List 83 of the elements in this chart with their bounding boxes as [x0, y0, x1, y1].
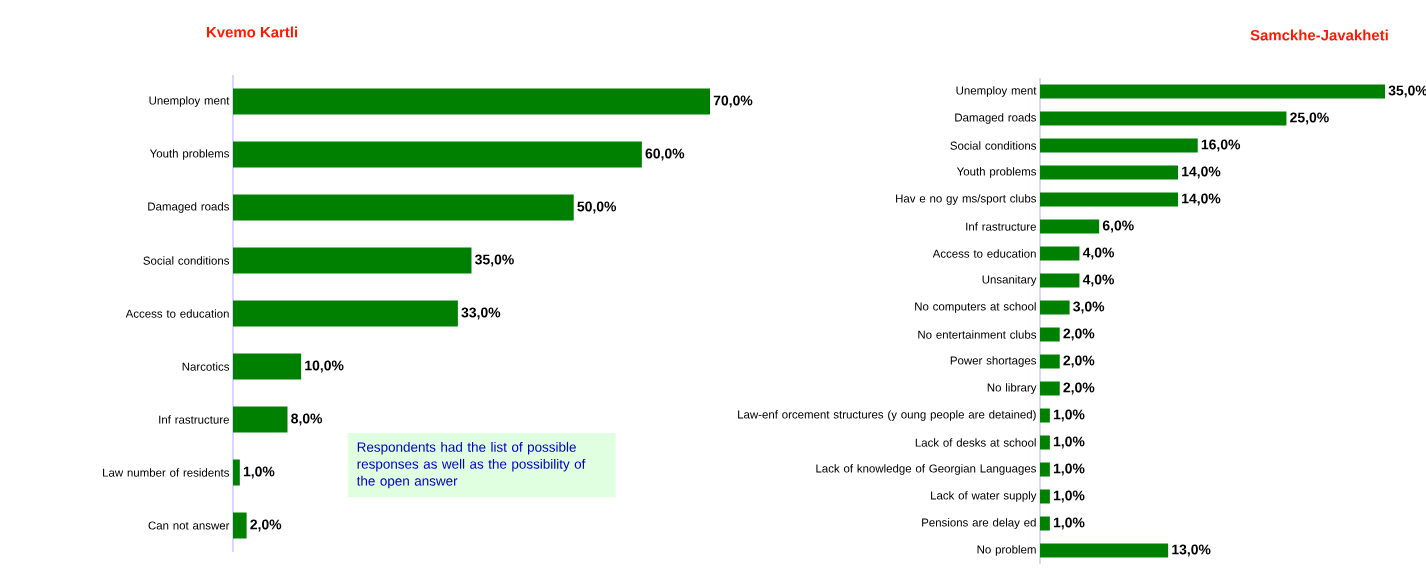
bar	[233, 512, 247, 539]
bar	[1040, 300, 1070, 315]
data-label: 3,0%	[1073, 301, 1105, 314]
annotation: Respondents had the list of possible responses as well as the possibility of the open answer	[356, 441, 586, 489]
data-label: 2,0%	[250, 519, 282, 532]
bar	[233, 353, 302, 380]
data-label: 4,0%	[1082, 274, 1115, 287]
bar	[1040, 408, 1050, 423]
bar	[233, 141, 642, 168]
y-tick-label: Social conditions	[143, 256, 230, 265]
bar	[1040, 138, 1198, 153]
chart-title: Samckhe-Javakheti	[1250, 29, 1388, 41]
y-tick-label: Access to education	[932, 249, 1036, 258]
bar	[1040, 489, 1050, 504]
chart-title: Kvemo Kartli	[206, 26, 298, 38]
y-tick-label: Access to education	[125, 309, 229, 318]
y-tick-label: Hav e no gy ms/sport clubs	[896, 194, 1037, 205]
y-tick-label: Narcotics	[182, 362, 230, 371]
y-tick-label: No computers at school	[915, 302, 1036, 313]
data-label: 1,0%	[243, 466, 275, 479]
bar	[233, 300, 458, 327]
y-tick-label: Unemploy ment	[149, 96, 230, 107]
bar	[1040, 354, 1060, 369]
bar	[1040, 246, 1080, 261]
bar	[1040, 219, 1100, 234]
bar	[1040, 462, 1050, 477]
y-tick-label: Youth problems	[149, 149, 230, 160]
y-tick-label: Youth problems	[956, 167, 1037, 178]
data-label: 10,0%	[305, 360, 344, 373]
data-label: 13,0%	[1172, 544, 1211, 557]
bar	[1040, 111, 1287, 126]
bar	[233, 194, 574, 221]
data-label: 1,0%	[1053, 409, 1085, 422]
bar	[1040, 84, 1386, 99]
y-tick-label: No entertainment clubs	[918, 330, 1037, 339]
y-tick-label: Law-enf orcement structures (y oung people are detained)	[738, 410, 1036, 421]
y-tick-label: No library	[987, 383, 1037, 394]
data-label: 50,0%	[577, 201, 617, 214]
bar	[1040, 192, 1179, 207]
y-tick-label: No problem	[977, 545, 1036, 556]
data-label: 2,0%	[1063, 382, 1095, 395]
data-label: 70,0%	[713, 95, 753, 108]
data-label: 2,0%	[1063, 355, 1095, 368]
y-tick-label: Damaged roads	[955, 113, 1037, 124]
bar	[1040, 435, 1050, 450]
data-label: 6,0%	[1102, 220, 1134, 233]
bar	[1040, 516, 1050, 531]
bar	[1040, 327, 1060, 342]
data-label: 4,0%	[1082, 247, 1115, 260]
y-tick-label: Unemploy ment	[956, 86, 1037, 97]
bar	[233, 406, 288, 433]
bar	[233, 459, 240, 486]
y-tick-label: Power shortages	[950, 356, 1037, 367]
y-tick-label: Lack of desks at school	[915, 438, 1036, 447]
bar	[1040, 273, 1080, 288]
y-tick-label: Inf rastructure	[966, 222, 1036, 231]
data-label: 14,0%	[1182, 193, 1221, 206]
data-label: 35,0%	[475, 254, 514, 267]
bar	[233, 247, 472, 274]
data-label: 16,0%	[1201, 139, 1241, 152]
y-tick-label: Law number of residents	[103, 468, 230, 477]
y-tick-label: Social conditions	[950, 141, 1037, 150]
y-tick-label: Inf rastructure	[159, 415, 229, 424]
data-label: 33,0%	[461, 307, 501, 320]
bar	[1040, 165, 1179, 180]
data-label: 14,0%	[1182, 166, 1221, 179]
y-tick-label: Pensions are delay ed	[922, 518, 1036, 529]
data-label: 8,0%	[291, 413, 323, 426]
y-tick-label: Can not answer	[148, 521, 230, 530]
bar	[233, 88, 710, 115]
data-label: 1,0%	[1053, 436, 1085, 449]
y-tick-label: Lack of water supply	[931, 491, 1037, 502]
bar	[1040, 381, 1060, 396]
y-tick-label: Damaged roads	[148, 202, 230, 213]
bar	[1040, 543, 1169, 558]
data-label: 1,0%	[1053, 463, 1085, 476]
data-label: 60,0%	[645, 148, 685, 161]
y-tick-label: Unsanitary	[982, 275, 1037, 286]
data-label: 2,0%	[1063, 328, 1095, 341]
data-label: 1,0%	[1053, 490, 1085, 503]
y-tick-label: Lack of knowledge of Georgian Languages	[816, 464, 1037, 475]
data-label: 1,0%	[1053, 517, 1085, 530]
data-label: 25,0%	[1290, 112, 1329, 125]
